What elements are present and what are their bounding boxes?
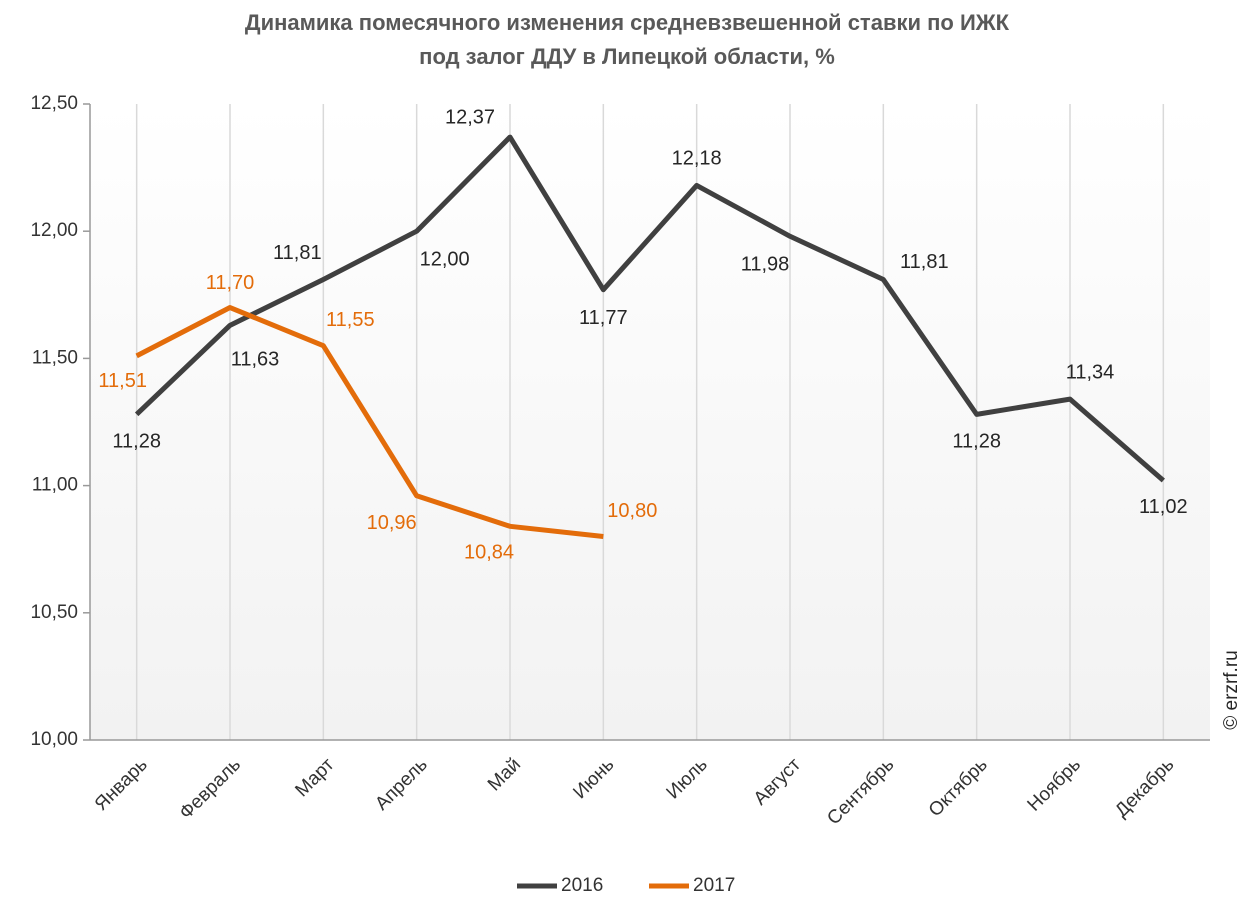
data-label: 12,18 — [672, 148, 722, 170]
data-label: 10,96 — [367, 512, 417, 534]
x-tick-label: Октябрь — [925, 754, 992, 821]
data-label: 12,37 — [445, 106, 495, 128]
data-label: 11,70 — [206, 272, 255, 294]
y-tick-label: 12,00 — [30, 220, 78, 241]
x-tick-label: Март — [291, 754, 338, 801]
y-tick-label: 10,50 — [30, 602, 78, 623]
y-tick-label: 11,00 — [32, 475, 78, 496]
x-tick-label: Сентябрь — [823, 754, 898, 829]
data-label: 11,81 — [273, 242, 322, 264]
data-label: 11,34 — [1066, 361, 1115, 383]
y-tick-label: 11,50 — [32, 347, 78, 368]
x-tick-label: Август — [750, 754, 805, 809]
data-label: 11,98 — [741, 254, 790, 276]
data-label: 10,80 — [607, 500, 657, 522]
data-label: 11,77 — [579, 307, 628, 329]
x-tick-label: Январь — [91, 754, 152, 815]
x-tick-label: Май — [484, 754, 525, 795]
data-label: 10,84 — [464, 542, 514, 564]
y-tick-label: 10,00 — [30, 729, 78, 750]
data-label: 11,63 — [231, 349, 280, 371]
legend-label: 2016 — [561, 875, 603, 896]
x-tick-label: Июль — [663, 754, 712, 803]
data-label: 11,55 — [326, 309, 375, 331]
data-label: 11,28 — [112, 431, 161, 453]
data-label: 11,02 — [1139, 496, 1188, 518]
x-tick-label: Декабрь — [1111, 754, 1178, 821]
data-label: 11,81 — [900, 251, 949, 273]
chart-title: Динамика помесячного изменения средневзв… — [245, 10, 1010, 35]
series-line — [134, 134, 1165, 483]
x-tick-label: Февраль — [176, 754, 246, 824]
data-label: 12,00 — [420, 248, 470, 270]
data-label: 11,51 — [98, 370, 147, 392]
x-tick-label: Апрель — [371, 754, 431, 814]
series-line — [135, 305, 604, 539]
legend-label: 2017 — [693, 875, 735, 896]
x-tick-label: Июнь — [569, 754, 618, 803]
chart-title: под залог ДДУ в Липецкой области, % — [419, 44, 835, 69]
y-tick-label: 12,50 — [30, 93, 78, 114]
watermark: © erzrf.ru — [1221, 650, 1242, 729]
plot-area — [90, 104, 1210, 740]
data-label: 11,28 — [952, 431, 1001, 453]
x-tick-label: Ноябрь — [1024, 754, 1086, 816]
